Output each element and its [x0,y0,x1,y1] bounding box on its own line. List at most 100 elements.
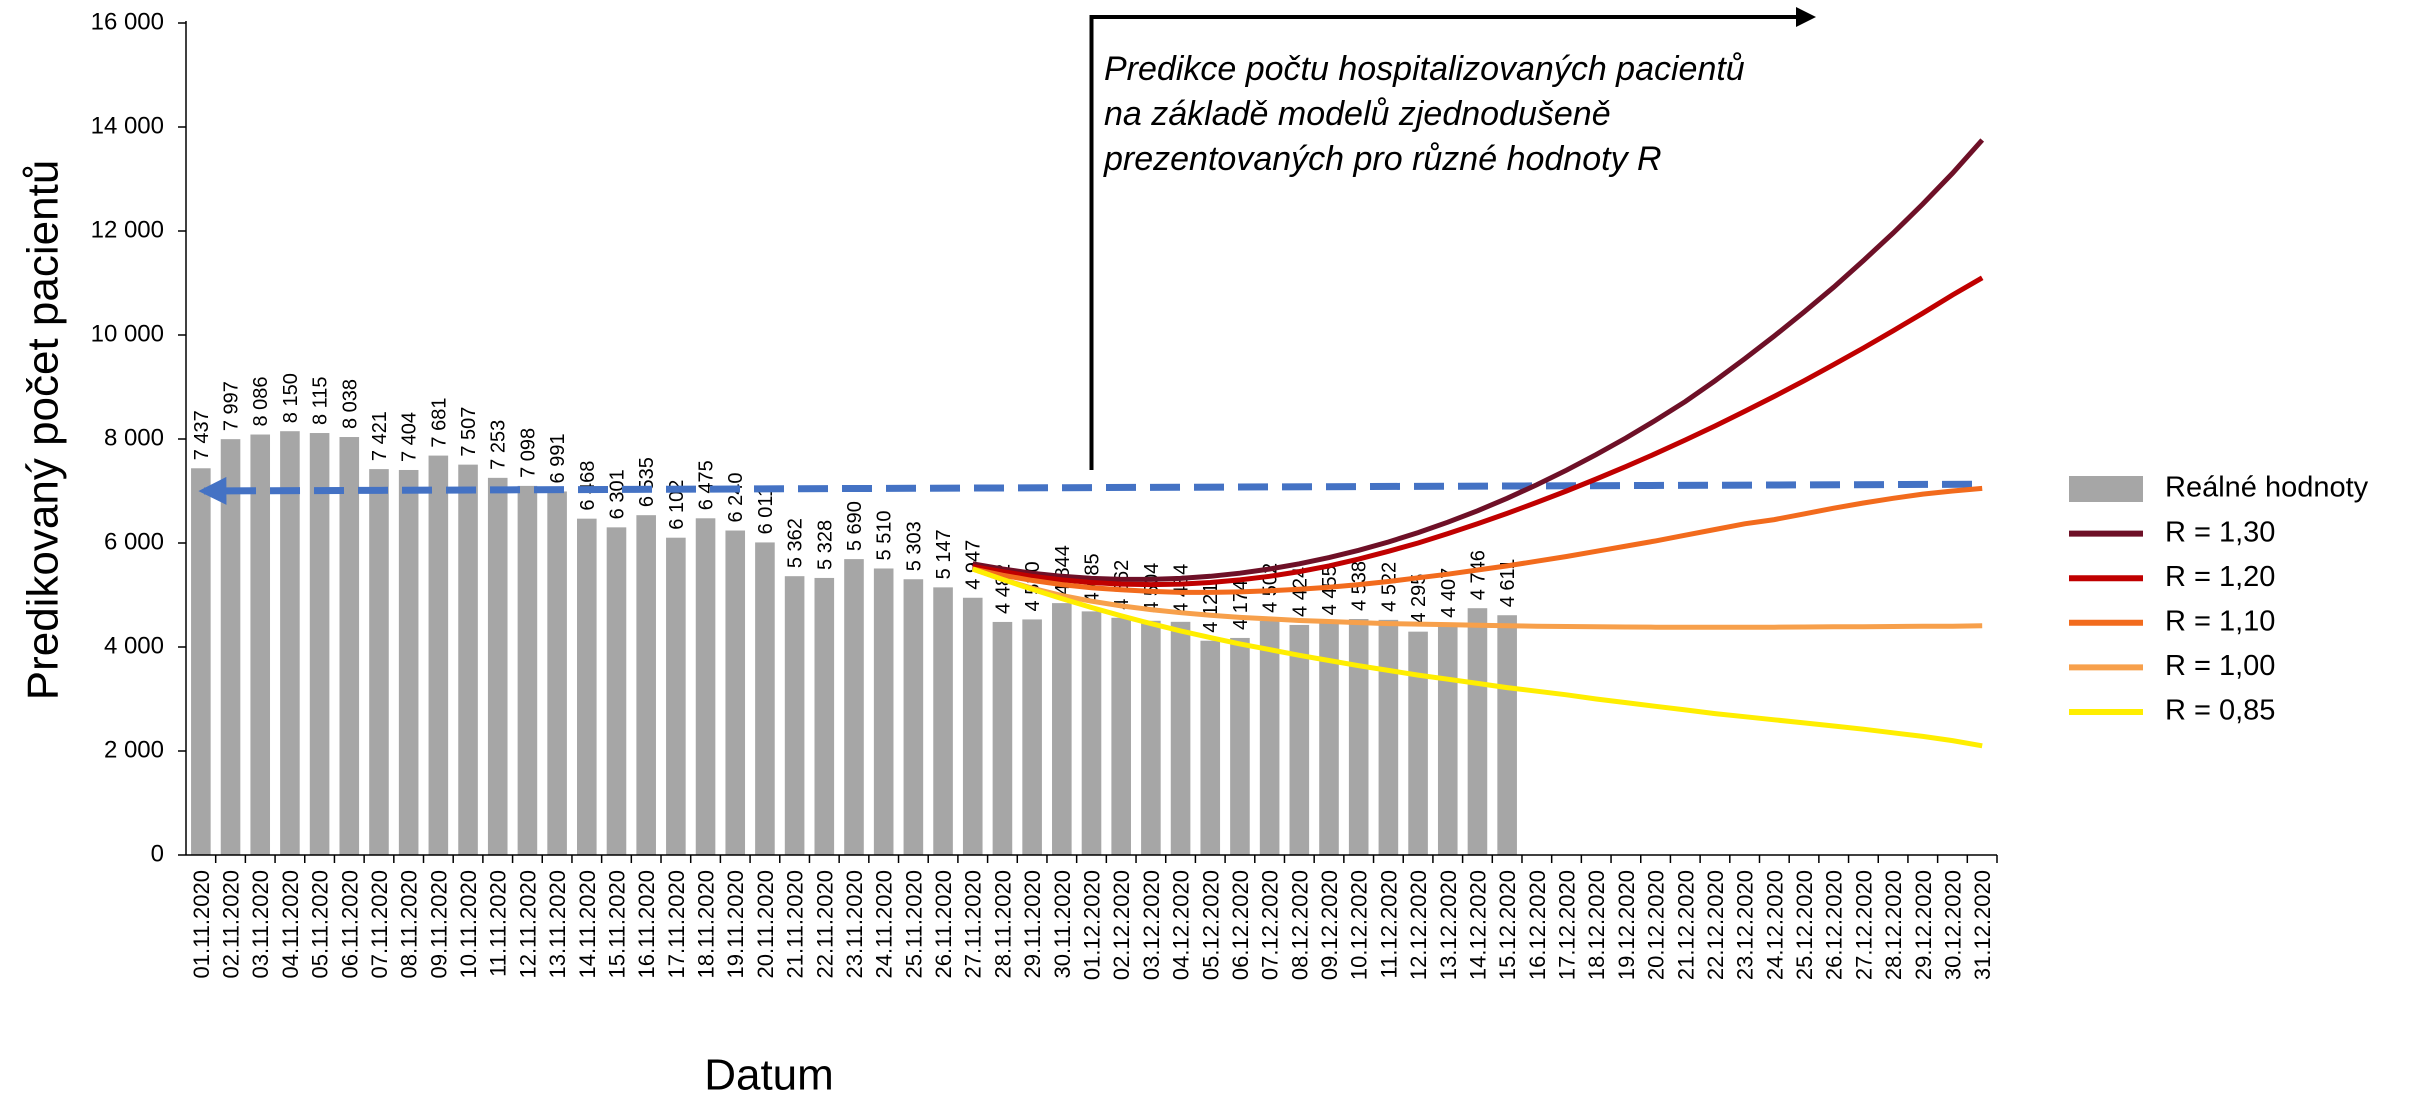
x-tick-label: 02.11.2020 [219,870,244,978]
y-tick-label: 4 000 [104,632,164,659]
bar [1200,640,1221,855]
x-tick-label: 26.12.2020 [1822,870,1847,980]
x-axis-title: Datum [704,1051,834,1098]
x-tick-label: 27.11.2020 [961,870,986,978]
x-tick-label: 21.11.2020 [783,870,808,978]
bar [962,597,983,855]
x-tick-label: 13.12.2020 [1436,870,1461,980]
x-tick-label: 15.11.2020 [604,870,629,978]
x-tick-label: 28.11.2020 [990,870,1015,978]
x-tick-label: 04.11.2020 [278,870,303,978]
value-label: 5 147 [933,529,955,579]
x-tick-label: 03.11.2020 [248,870,273,978]
x-tick-label: 25.12.2020 [1792,870,1817,980]
x-tick-label: 16.11.2020 [634,870,659,978]
line-series [972,138,1985,582]
bar [606,527,627,855]
x-tick-label: 16.12.2020 [1525,870,1550,980]
bar [1348,619,1369,855]
bar [250,434,271,855]
y-tick-label: 10 000 [91,320,164,347]
x-tick-label: 03.12.2020 [1139,870,1164,980]
bar [1319,623,1339,855]
value-label: 8 115 [310,376,332,425]
bar [992,621,1013,855]
x-tick-label: 18.11.2020 [694,870,719,978]
x-tick-label: 01.12.2020 [1080,870,1105,980]
bar [547,491,567,855]
value-label: 6 301 [606,469,628,519]
legend-swatch [2069,476,2143,502]
bar [309,433,330,855]
value-label: 6 535 [636,457,658,507]
x-tick-label: 20.12.2020 [1644,870,1669,980]
x-tick-label: 27.12.2020 [1851,870,1876,980]
bar [903,579,924,855]
bar [784,576,805,855]
line-series [972,485,1983,595]
bar [725,530,746,855]
x-tick-label: 21.12.2020 [1673,870,1698,980]
x-tick-label: 22.12.2020 [1703,870,1728,980]
value-label: 4 295 [1408,574,1430,624]
y-tick-label: 12 000 [91,216,164,243]
value-label: 4 746 [1467,550,1489,600]
value-label: 4 121 [1200,583,1222,633]
x-tick-label: 02.12.2020 [1109,870,1134,980]
bar [458,464,478,855]
x-tick-label: 22.11.2020 [812,870,837,978]
bar [1081,611,1102,855]
bar [398,469,419,855]
x-tick-label: 01.11.2020 [189,870,214,978]
y-tick-label: 8 000 [104,424,164,451]
value-label: 4 522 [1378,562,1400,612]
bar [873,568,894,855]
x-tick-label: 31.12.2020 [1970,870,1995,980]
value-label: 8 038 [339,379,361,429]
value-label: 5 328 [814,520,836,570]
value-label: 4 504 [1141,563,1163,613]
bar [191,468,211,855]
bar [1111,617,1131,855]
x-tick-label: 20.11.2020 [753,870,778,978]
x-tick-label: 28.12.2020 [1881,870,1906,980]
x-tick-label: 15.12.2020 [1495,870,1520,980]
bar [636,515,656,855]
bar [1408,631,1428,855]
bar [280,431,300,855]
bar [576,518,597,855]
value-label: 4 174 [1230,580,1252,630]
value-label: 5 510 [874,510,896,560]
annotation-text: prezentovaných pro různé hodnoty R [1103,140,1662,178]
value-label: 4 611 [1497,559,1519,608]
value-label: 6 011 [755,486,777,535]
bar [1230,637,1250,855]
x-tick-label: 05.12.2020 [1198,870,1223,980]
value-label: 7 997 [221,381,243,431]
bar [666,537,686,855]
y-tick-label: 16 000 [91,8,164,35]
line-series [972,275,1984,588]
value-label: 7 098 [517,428,539,478]
y-tick-label: 14 000 [91,112,164,139]
x-tick-label: 18.12.2020 [1584,870,1609,980]
bar [1259,620,1280,855]
legend-label: R = 0,85 [2165,695,2275,727]
y-axis-title: Predikovaný počet pacientů [19,160,68,701]
value-label: 7 681 [428,398,450,448]
bar [1141,620,1161,855]
x-tick-label: 25.11.2020 [901,870,926,978]
x-tick-label: 12.11.2020 [515,870,540,978]
x-tick-label: 06.11.2020 [337,870,362,978]
x-tick-label: 06.12.2020 [1228,870,1253,980]
bar [1170,621,1191,855]
x-tick-label: 14.12.2020 [1465,870,1490,980]
x-tick-label: 17.11.2020 [664,870,689,978]
x-tick-label: 08.11.2020 [397,870,422,978]
x-tick-label: 04.12.2020 [1169,870,1194,980]
value-label: 5 362 [785,518,807,568]
x-tick-label: 23.11.2020 [842,870,867,978]
x-tick-label: 09.11.2020 [426,870,451,978]
bar [844,559,864,855]
